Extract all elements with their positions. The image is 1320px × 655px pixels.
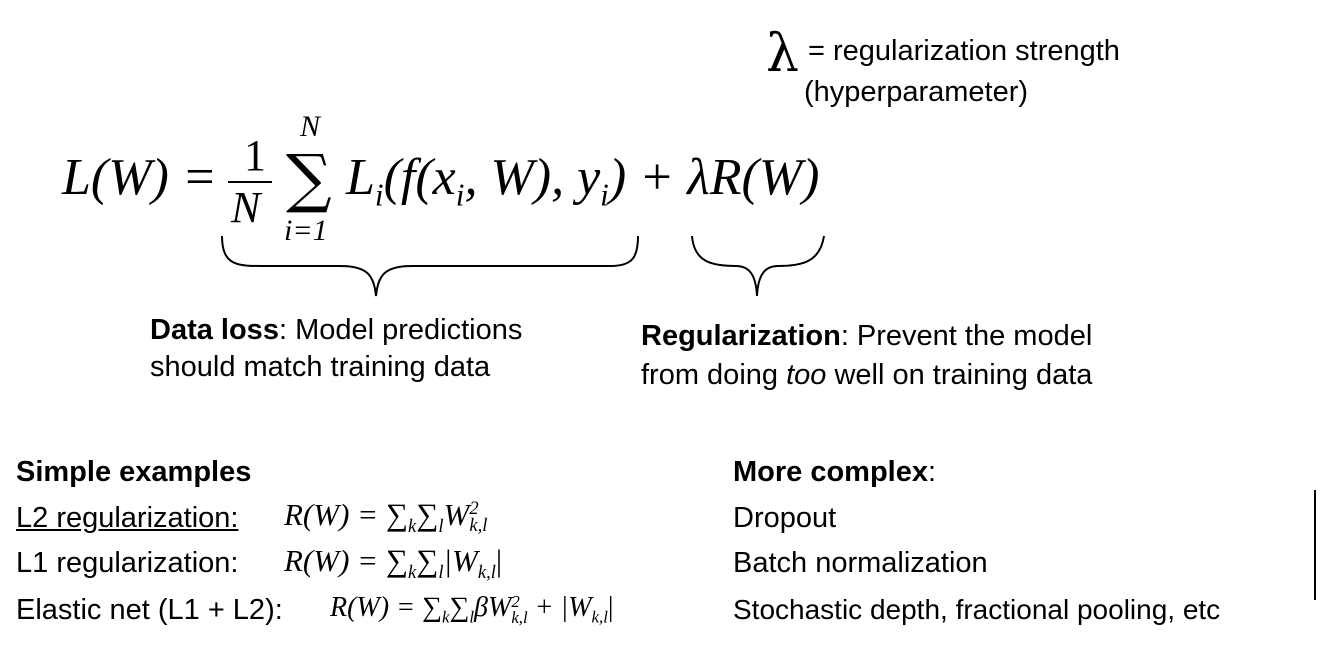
more-complex-heading: More complex: <box>733 454 936 490</box>
data-loss-caption-line1: Data loss: Model predictions <box>150 312 522 348</box>
data-loss-desc: : Model predictions <box>278 314 523 346</box>
fraction-denominator: N <box>231 183 261 232</box>
elastic-net-label: Elastic net (L1 + L2): <box>16 594 283 626</box>
regularization-term: ) + λR(W) <box>608 149 820 206</box>
regularization-caption-line1: Regularization: Prevent the model <box>641 318 1092 354</box>
l1-formula: R(W) = ∑k∑l|Wk,l| <box>284 543 503 584</box>
simple-examples-heading-text: Simple examples <box>16 456 252 488</box>
simple-examples-heading: Simple examples <box>16 454 251 490</box>
data-loss-title: Data loss <box>150 314 279 346</box>
lambda-note: λ <box>766 24 799 84</box>
complex-item-stochastic-depth: Stochastic depth, fractional pooling, et… <box>733 594 1221 625</box>
lambda-symbol: λ <box>766 24 799 84</box>
sum-lower-limit: i=1 <box>284 214 328 247</box>
y-sub: i <box>600 177 609 213</box>
loss-term-sub: i <box>374 177 384 213</box>
l2-formula: R(W) = ∑k∑lW 2 k,l <box>284 497 488 538</box>
weights-label-term: , W), y <box>464 149 601 206</box>
fraction-numerator: 1 <box>244 131 266 180</box>
sum-upper-limit: N <box>300 110 321 143</box>
regularization-title: Regularization <box>641 320 841 352</box>
equation-lhs: L(W) = <box>62 149 217 206</box>
equation-body: Li(f(xi, W), yi) + λR(W) <box>346 148 819 213</box>
regularization-line2-pre: from doing <box>641 359 787 391</box>
l1-label: L1 regularization: <box>16 547 239 579</box>
regularization-line2-emphasis: too <box>786 359 827 391</box>
lambda-note-line2: (hyperparameter) <box>804 76 1029 108</box>
more-complex-heading-text: More complex <box>733 456 928 488</box>
fraction-bar <box>228 181 272 183</box>
more-complex-colon: : <box>928 456 937 488</box>
regularization-desc: : Prevent the model <box>840 320 1093 352</box>
elastic-net-formula: R(W) = ∑k∑lβW 2 k,l + |Wk,l| <box>330 592 614 627</box>
model-term: (f(x <box>383 149 456 206</box>
edge-mark <box>1314 490 1316 600</box>
sum-symbol: ∑ <box>286 142 332 216</box>
lambda-note-line1: = regularization strength <box>808 35 1120 67</box>
x-sub: i <box>455 177 465 213</box>
data-loss-caption-line2: should match training data <box>150 351 491 383</box>
loss-term: L <box>346 149 375 206</box>
complex-item-dropout: Dropout <box>733 502 837 534</box>
regularization-line2-post: well on training data <box>826 359 1093 391</box>
complex-item-batchnorm: Batch normalization <box>733 547 988 579</box>
l2-label: L2 regularization: <box>16 502 239 534</box>
regularization-caption-line2: from doing too well on training data <box>641 357 1092 393</box>
